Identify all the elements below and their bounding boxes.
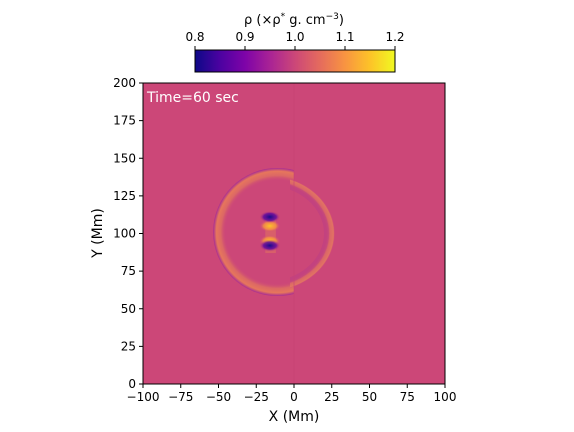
- heatmap: [143, 83, 445, 384]
- bright-spot-top: [259, 219, 281, 232]
- x-axis: −100 −75 −50 −25 0 25 50 75 100: [127, 384, 457, 404]
- x-axis-label: X (Mm): [269, 409, 320, 425]
- right-arc-inner-band: [290, 184, 330, 283]
- colorbar-tick-label: 0.9: [235, 30, 254, 44]
- central-column: [265, 213, 276, 254]
- y-axis-label: Y (Mm): [90, 208, 106, 259]
- y-tick-label: 100: [113, 227, 136, 241]
- time-annotation: Time=60 sec: [146, 90, 239, 106]
- x-tick-label: −25: [244, 390, 269, 404]
- colorbar-gradient: [194, 49, 396, 73]
- y-tick-label: 0: [128, 377, 136, 391]
- colorbar-tick-label: 0.8: [185, 30, 204, 44]
- x-tick-label: 75: [400, 390, 415, 404]
- colorbar-tick-label: 1.0: [285, 30, 304, 44]
- x-tick-label: −50: [206, 390, 231, 404]
- y-tick-label: 200: [113, 76, 136, 90]
- y-tick-label: 50: [121, 302, 136, 316]
- colorbar: ρ (×ρ* g. cm−3) 0.8 0.9 1.0 1.1 1.2: [185, 12, 405, 73]
- y-tick-label: 175: [113, 114, 136, 128]
- x-tick-label: −100: [127, 390, 160, 404]
- colorbar-ticks: 0.8 0.9 1.0 1.1 1.2: [185, 30, 405, 50]
- right-arc-shell: [290, 178, 335, 289]
- x-tick-label: −75: [168, 390, 193, 404]
- y-tick-label: 150: [113, 151, 136, 165]
- y-tick-label: 125: [113, 189, 136, 203]
- x-tick-label: 50: [362, 390, 377, 404]
- colorbar-label: ρ (×ρ* g. cm−3): [244, 12, 344, 28]
- y-tick-label: 25: [121, 339, 136, 353]
- x-tick-label: 0: [290, 390, 298, 404]
- heatmap-features: [213, 83, 335, 384]
- left-arc-shell: [213, 167, 294, 297]
- y-axis: 0 25 50 75 100 125 150 175 200: [113, 76, 143, 391]
- dark-spot-top: [259, 210, 281, 223]
- colorbar-tick-label: 1.1: [335, 30, 354, 44]
- x-tick-label: 25: [324, 390, 339, 404]
- colorbar-tick-label: 1.2: [385, 30, 404, 44]
- y-tick-label: 75: [121, 264, 136, 278]
- dark-spot-bottom: [259, 239, 281, 252]
- x-tick-label: 100: [434, 390, 457, 404]
